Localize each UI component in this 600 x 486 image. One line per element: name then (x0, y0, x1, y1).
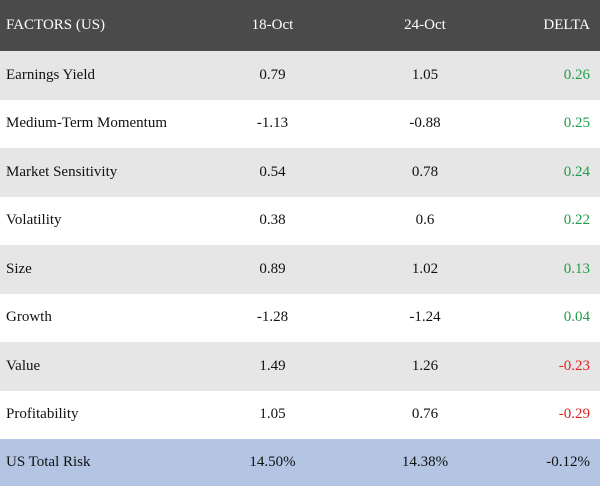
delta-value: 0.13 (563, 260, 590, 277)
value-24-oct: 0.78 (411, 163, 439, 180)
table-row: Earnings Yield 0.79 1.05 0.26 (0, 51, 600, 100)
header-date-1: 18-Oct (251, 17, 294, 33)
value-24-oct: -0.88 (409, 115, 441, 132)
table-row: Medium-Term Momentum -1.13 -0.88 0.25 (0, 99, 600, 148)
table-footer: US Total Risk 14.50% 14.38% -0.12% (0, 439, 600, 486)
delta-value: 0.04 (563, 309, 590, 326)
value-18-oct: -1.13 (256, 115, 289, 132)
factor-name: Volatility (6, 212, 62, 229)
table-header: FACTORS (US) 18-Oct 24-Oct DELTA (0, 0, 600, 51)
header-row: FACTORS (US) 18-Oct 24-Oct DELTA (0, 0, 600, 51)
value-24-oct: 1.02 (411, 260, 439, 277)
table-row: Volatility 0.38 0.6 0.22 (0, 196, 600, 245)
total-row: US Total Risk 14.50% 14.38% -0.12% (0, 439, 600, 486)
total-label: US Total Risk (6, 454, 91, 470)
header-factors: FACTORS (US) (6, 17, 106, 33)
value-18-oct: 0.54 (259, 163, 286, 180)
delta-value: -0.29 (558, 406, 590, 423)
factor-name: Earnings Yield (6, 66, 96, 83)
table-row: Profitability 1.05 0.76 -0.29 (0, 390, 600, 439)
table-row: Value 1.49 1.26 -0.23 (0, 342, 600, 391)
value-18-oct: 1.05 (259, 406, 286, 423)
total-delta: -0.12% (546, 454, 590, 470)
table-row: Market Sensitivity 0.54 0.78 0.24 (0, 148, 600, 197)
delta-value: -0.23 (558, 357, 590, 374)
value-24-oct: -1.24 (409, 309, 441, 326)
table-body: Earnings Yield 0.79 1.05 0.26 Medium-Ter… (0, 51, 600, 439)
value-18-oct: -1.28 (256, 309, 289, 326)
value-18-oct: 0.89 (259, 260, 286, 277)
factor-name: Value (6, 357, 41, 374)
total-24-oct: 14.38% (401, 454, 449, 470)
delta-value: 0.24 (563, 163, 590, 180)
delta-value: 0.22 (563, 212, 590, 229)
delta-value: 0.25 (563, 115, 590, 132)
table-row: Growth -1.28 -1.24 0.04 (0, 293, 600, 342)
header-date-2: 24-Oct (404, 17, 446, 33)
header-delta: DELTA (543, 17, 590, 33)
factor-name: Medium-Term Momentum (6, 115, 168, 132)
factor-name: Growth (6, 309, 52, 326)
value-24-oct: 1.26 (411, 357, 439, 374)
factor-name: Size (6, 260, 32, 277)
table-row: Size 0.89 1.02 0.13 (0, 245, 600, 294)
factor-name: Market Sensitivity (6, 163, 118, 180)
value-18-oct: 0.79 (259, 66, 286, 83)
value-24-oct: 0.6 (415, 212, 435, 229)
value-24-oct: 0.76 (411, 406, 439, 423)
delta-value: 0.26 (563, 66, 590, 83)
value-24-oct: 1.05 (411, 66, 439, 83)
factor-name: Profitability (6, 406, 79, 423)
total-18-oct: 14.50% (249, 454, 296, 470)
value-18-oct: 0.38 (259, 212, 286, 229)
value-18-oct: 1.49 (259, 357, 286, 374)
